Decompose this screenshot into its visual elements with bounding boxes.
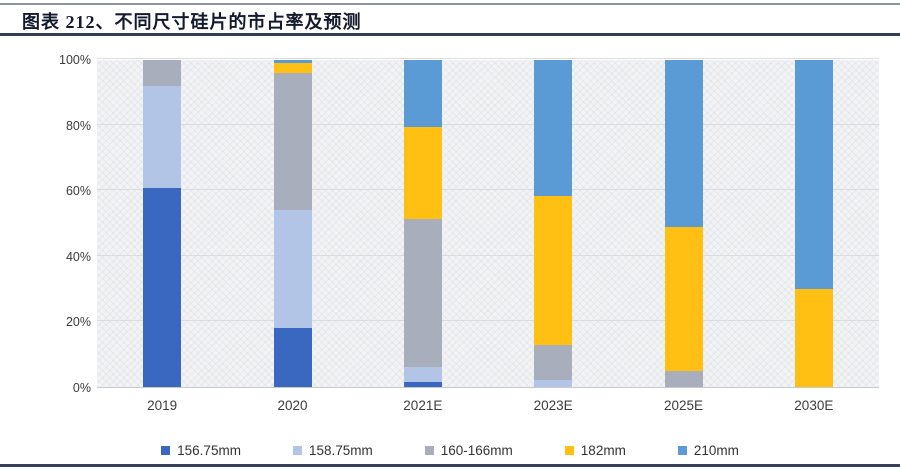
x-tick-label-2030E: 2030E	[794, 398, 834, 413]
top-border-line	[0, 3, 900, 5]
x-tick-label-2023E: 2023E	[533, 398, 573, 413]
bar-2025E	[664, 60, 703, 387]
bar-segment-2019-158.75mm	[143, 86, 182, 188]
legend-label-182mm: 182mm	[580, 442, 626, 458]
legend-label-210mm: 210mm	[693, 442, 739, 458]
bar-segment-2025E-210mm	[664, 60, 703, 227]
y-tick-label-40pct: 40%	[65, 249, 91, 264]
chart-legend: 156.75mm 158.75mm 160-166mm 182mm 210mm	[0, 440, 900, 460]
y-tick-label-0pct: 0%	[72, 381, 91, 395]
gridline-80pct	[97, 123, 879, 125]
bar-segment-2023E-182mm	[534, 195, 573, 345]
legend-swatch-160-166mm	[424, 445, 434, 455]
bar-2020	[273, 60, 312, 387]
bar-segment-2025E-182mm	[664, 226, 703, 371]
legend-item-158.75mm: 158.75mm	[292, 442, 373, 458]
bar-segment-2030E-182mm	[794, 288, 833, 387]
bar-segment-2020-158.75mm	[273, 210, 312, 329]
bar-segment-2021E-160-166mm	[403, 218, 442, 368]
bar-2023E	[534, 60, 573, 387]
bar-segment-2023E-210mm	[534, 60, 573, 196]
y-tick-label-80pct: 80%	[65, 118, 91, 133]
legend-swatch-210mm	[677, 445, 687, 455]
bar-segment-2021E-158.75mm	[403, 367, 442, 383]
bar-segment-2023E-158.75mm	[534, 380, 573, 387]
y-tick-label-20pct: 20%	[65, 315, 91, 330]
legend-item-182mm: 182mm	[564, 442, 626, 458]
bar-segment-2020-210mm	[273, 60, 312, 64]
legend-swatch-158.75mm	[292, 445, 302, 455]
bar-2021E	[403, 60, 442, 387]
gridline-60pct	[97, 189, 879, 191]
bar-segment-2020-182mm	[273, 63, 312, 74]
plot-area	[97, 58, 879, 388]
bar-segment-2019-156.75mm	[143, 187, 182, 387]
bar-segment-2020-160-166mm	[273, 73, 312, 211]
bar-segment-2021E-156.75mm	[403, 382, 442, 387]
x-tick-label-2020: 2020	[277, 398, 308, 413]
legend-item-156.75mm: 156.75mm	[161, 443, 241, 458]
gridline-20pct	[97, 320, 879, 322]
stacked-bar-chart: 0% 20% 40% 60% 80% 100% 2019 2020 2021E 2023E 202…	[0, 38, 900, 458]
bar-segment-2021E-210mm	[403, 60, 442, 128]
bar-segment-2020-156.75mm	[273, 328, 312, 387]
x-tick-label-2021E: 2021E	[403, 398, 443, 413]
legend-label-160-166mm: 160-166mm	[440, 442, 513, 458]
bar-segment-2030E-210mm	[794, 60, 833, 289]
bar-segment-2021E-182mm	[403, 127, 442, 219]
bottom-border-line	[0, 464, 900, 467]
chart-title: 图表 212、不同尺寸硅片的市占率及预测	[22, 12, 362, 32]
x-tick-label-2025E: 2025E	[663, 398, 704, 413]
bar-segment-2025E-160-166mm	[664, 370, 703, 387]
bar-segment-2019-160-166mm	[143, 60, 182, 87]
x-tick-label-2019: 2019	[147, 398, 178, 413]
bar-2030E	[794, 60, 833, 387]
bar-2019	[143, 60, 182, 387]
y-tick-label-60pct: 60%	[65, 184, 91, 199]
title-underline	[0, 33, 900, 36]
legend-label-158.75mm: 158.75mm	[308, 442, 373, 458]
legend-item-160-166mm: 160-166mm	[424, 442, 513, 458]
legend-label-156.75mm: 156.75mm	[177, 442, 241, 458]
legend-swatch-156.75mm	[161, 445, 171, 455]
gridline-100pct	[97, 58, 879, 59]
legend-item-210mm: 210mm	[677, 442, 739, 458]
y-tick-label-100pct: 100%	[59, 53, 91, 67]
bar-segment-2023E-160-166mm	[534, 344, 573, 381]
gridline-40pct	[97, 254, 879, 256]
legend-swatch-182mm	[564, 445, 574, 455]
